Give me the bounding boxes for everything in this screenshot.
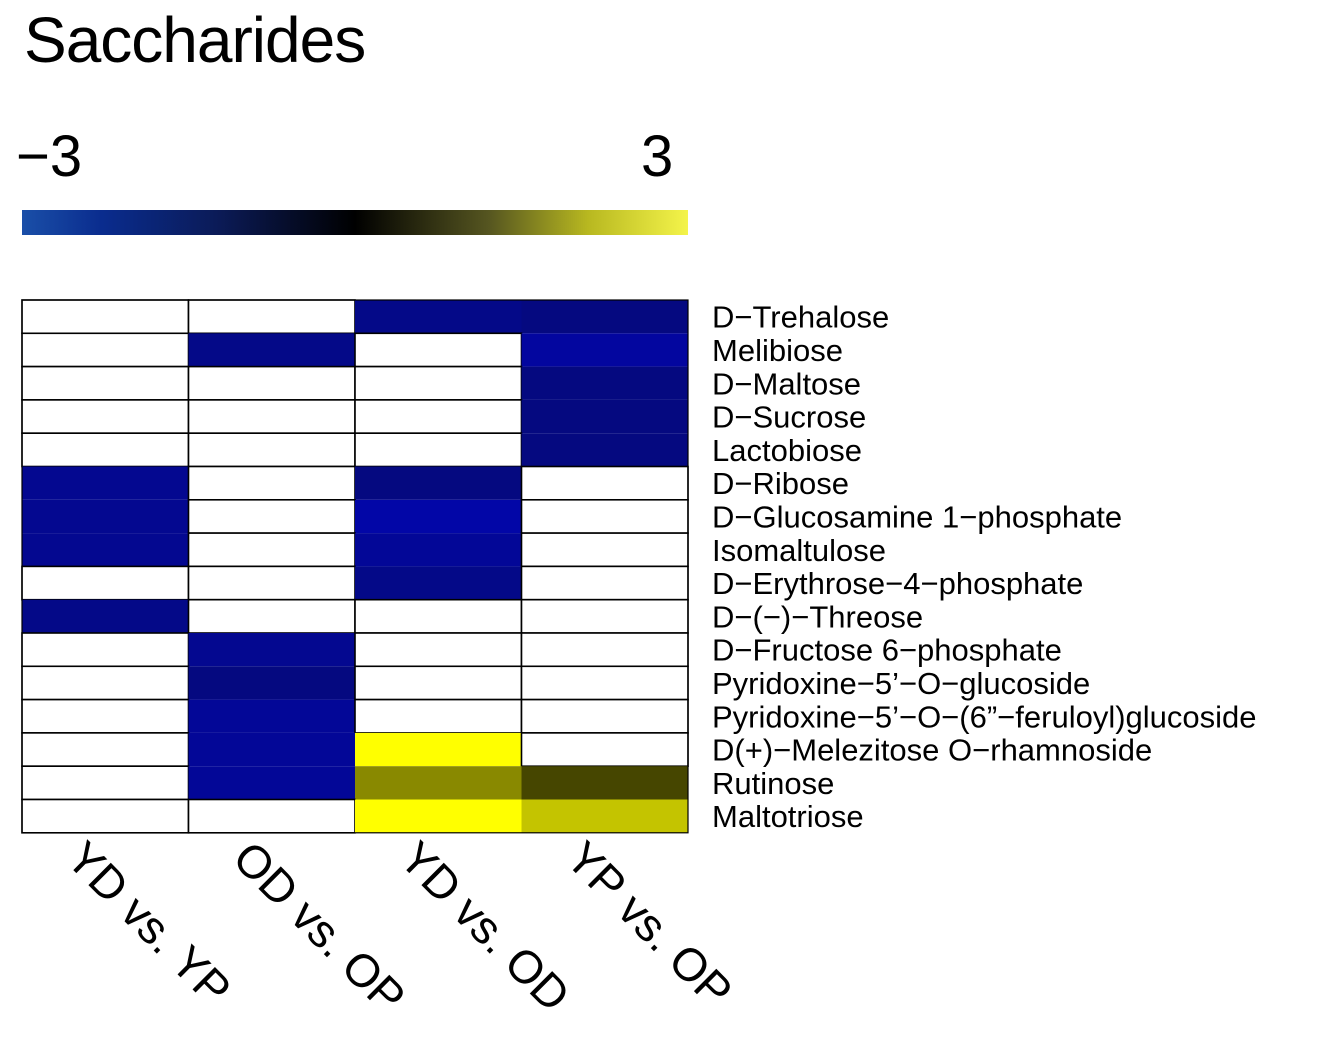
heatmap-cell	[521, 399, 688, 434]
heatmap-cell	[354, 665, 523, 701]
row-label: D(+)−Melezitose O−rhamnoside	[712, 733, 1152, 768]
heatmap-cell	[355, 466, 522, 500]
heatmap-cell	[520, 498, 689, 534]
row-label: Lactobiose	[712, 433, 862, 468]
heatmap-cell	[188, 699, 355, 733]
heatmap-cell	[521, 333, 688, 367]
row-label: Pyridoxine−5’−O−(6”−feruloyl)glucoside	[712, 699, 1257, 734]
row-label: Isomaltulose	[712, 533, 886, 568]
column-label: OD vs. OP	[223, 831, 415, 1023]
heatmap-cell	[187, 432, 356, 468]
heatmap-cell	[21, 698, 190, 734]
heatmap-cell	[21, 632, 190, 668]
heatmap-cell	[355, 300, 522, 334]
heatmap-cell	[187, 532, 356, 568]
heatmap-cell	[354, 632, 523, 668]
column-label: YP vs. OP	[556, 831, 742, 1017]
heatmap-cell	[188, 633, 355, 667]
row-label: D−(−)−Threose	[712, 599, 923, 634]
column-label: YD vs. YP	[57, 831, 241, 1015]
heatmap-cell	[21, 365, 190, 401]
heatmap-cell	[21, 332, 190, 368]
heatmap-cell	[187, 598, 356, 634]
row-label: Maltotriose	[712, 799, 864, 834]
heatmap-cell	[355, 766, 522, 800]
row-label: D−Sucrose	[712, 400, 866, 435]
heatmap-cell	[187, 465, 356, 501]
heatmap-cell	[520, 732, 689, 768]
heatmap-cell	[21, 665, 190, 701]
heatmap-cell	[355, 566, 522, 600]
heatmap-cell	[187, 365, 356, 401]
heatmap-cell	[22, 533, 189, 567]
colorbar-min-label: −3	[16, 124, 83, 189]
row-label: D−Ribose	[712, 466, 849, 501]
heatmap-cell	[521, 433, 688, 467]
heatmap-cell	[188, 333, 355, 367]
heatmap-cell	[354, 432, 523, 468]
heatmap-cell	[187, 498, 356, 534]
colorbar	[22, 210, 688, 235]
heatmap-cell	[355, 499, 522, 534]
heatmap-cell	[354, 598, 523, 634]
chart-title: Saccharides	[24, 4, 366, 76]
heatmap-cell	[520, 698, 689, 734]
heatmap-cell	[520, 565, 689, 601]
row-label: D−Glucosamine 1−phosphate	[712, 499, 1122, 534]
heatmap-cell	[21, 399, 190, 434]
heatmap-cell	[188, 766, 355, 800]
heatmap-cell	[520, 632, 689, 668]
heatmap-cell	[22, 466, 189, 500]
heatmap-cell	[521, 366, 688, 400]
heatmap-cell	[354, 365, 523, 401]
colorbar-max-label: 3	[641, 124, 674, 189]
heatmap-cell	[21, 299, 190, 335]
heatmap-cell	[521, 799, 688, 833]
heatmap-cell	[354, 698, 523, 734]
heatmap-cell	[187, 798, 356, 834]
heatmap-cell	[520, 665, 689, 701]
heatmap-cell	[521, 766, 688, 800]
colorbar-gradient	[22, 210, 688, 235]
heatmap-cell	[187, 399, 356, 434]
heatmap-cell	[21, 432, 190, 468]
heatmap-cell	[21, 765, 190, 801]
heatmap-cell	[22, 499, 189, 534]
heatmap-cell	[520, 532, 689, 568]
heatmap-cell	[355, 533, 522, 567]
heatmap-cell	[354, 399, 523, 434]
column-label: YD vs. OD	[390, 831, 580, 1021]
heatmap-cell	[355, 799, 522, 833]
row-label: D−Maltose	[712, 366, 861, 401]
heatmap-cell	[21, 798, 190, 834]
heatmap-cell	[187, 565, 356, 601]
row-label: D−Trehalose	[712, 300, 889, 335]
row-label: Melibiose	[712, 333, 843, 368]
heatmap-cell	[355, 732, 522, 767]
row-label: Pyridoxine−5’−O−glucoside	[712, 666, 1090, 701]
row-label: D−Fructose 6−phosphate	[712, 633, 1062, 668]
row-label: Rutinose	[712, 766, 834, 801]
heatmap-cell	[354, 332, 523, 368]
heatmap-cell	[21, 732, 190, 768]
heatmap-cell	[520, 598, 689, 634]
row-label: D−Erythrose−4−phosphate	[712, 566, 1083, 601]
heatmap-cell	[22, 599, 189, 633]
heatmap-cell	[21, 565, 190, 601]
heatmap-cell	[187, 299, 356, 335]
heatmap-cell	[188, 666, 355, 700]
heatmap-border	[21, 299, 689, 834]
heatmap-cell	[520, 465, 689, 501]
heatmap-cell	[188, 732, 355, 767]
heatmap-cell	[521, 300, 688, 334]
